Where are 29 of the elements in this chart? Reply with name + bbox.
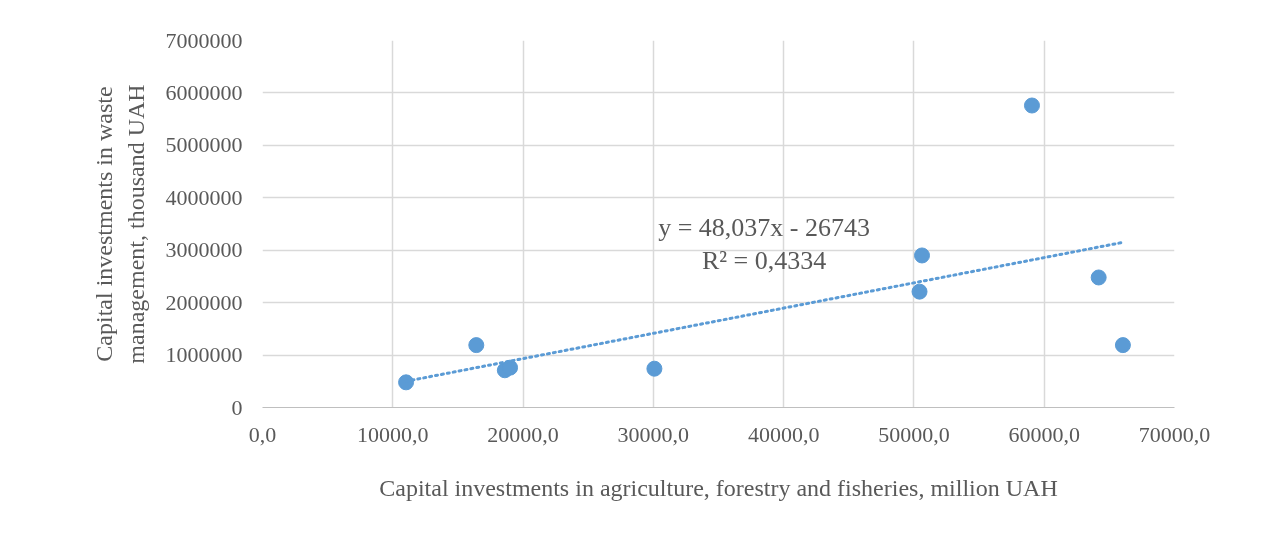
x-tick-label: 50000,0 [878,421,950,447]
y-tick-label: 3000000 [165,237,243,263]
point [914,247,931,264]
annotation: R² = 0,4334 [701,246,827,276]
y-tick-label: 2000000 [165,289,243,315]
point [1023,97,1040,114]
y-tick-label: 7000000 [165,27,243,53]
x-tick-label: 70000,0 [1138,421,1211,447]
x-axis-title: Capital investments in agriculture, forestry and fisheries, million UAH [379,474,1058,501]
x-tick-label: 20000,0 [487,421,559,447]
point [468,337,485,354]
point [398,374,415,391]
y-axis-title: Capital investments in waste management, thousand UAH [91,84,149,364]
y-tick-label: 1000000 [165,342,243,368]
y-tick-label: 6000000 [165,79,243,105]
x-tick-label: 30000,0 [617,421,690,447]
point [502,359,519,376]
y-tick-label: 0 [231,394,243,420]
point [646,360,663,377]
x-tick-label: 10000,0 [357,421,429,447]
x-tick-label: 60000,0 [1008,421,1080,447]
x-tick-label: 0,0 [248,421,277,447]
x-tick-label: 40000,0 [747,421,820,447]
y-tick-label: 4000000 [165,184,243,210]
point [911,283,928,300]
y-tick-label: 5000000 [165,132,243,158]
point [1090,269,1107,286]
annotation: y = 48,037x - 26743 [658,213,871,243]
point [1114,337,1131,354]
